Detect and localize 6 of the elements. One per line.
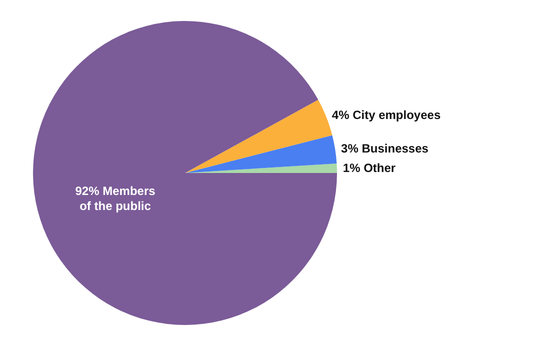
pie-slice	[185, 135, 337, 173]
pie-slice	[185, 100, 332, 173]
slice-label: 1% Other	[342, 161, 396, 176]
slice-label: 92% Members of the public	[75, 184, 156, 213]
slice-label: 3% Businesses	[341, 141, 429, 156]
slice-label: 4% City employees	[332, 108, 441, 122]
